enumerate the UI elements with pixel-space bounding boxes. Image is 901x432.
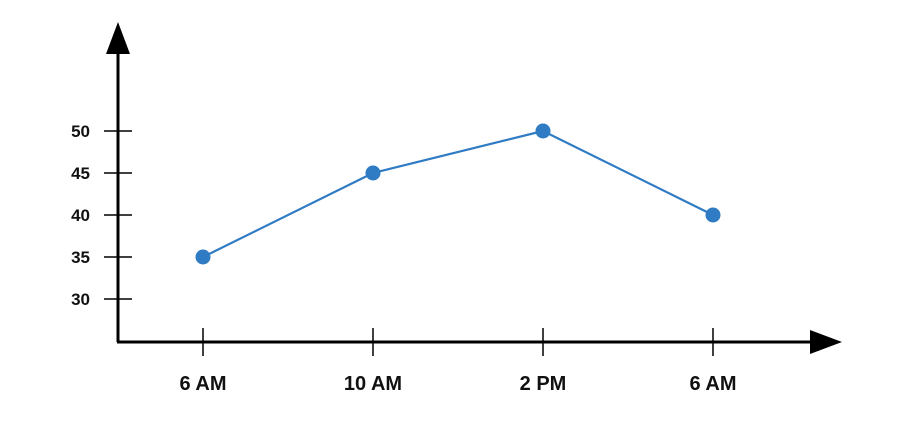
- y-tick-label: 40: [71, 206, 90, 225]
- data-point: [705, 207, 721, 223]
- y-axis-arrowhead: [106, 22, 130, 54]
- y-tick-label: 30: [71, 290, 90, 309]
- x-tick-label: 2 PM: [520, 373, 567, 395]
- series: [195, 123, 721, 265]
- y-tick-label: 45: [71, 164, 90, 183]
- x-tick-label: 10 AM: [344, 373, 402, 395]
- data-point: [535, 123, 551, 139]
- data-point: [195, 249, 211, 265]
- series-line: [202, 129, 714, 258]
- ticks: 30 35 40 45 50 6 AM 10 AM 2 PM 6 AM: [71, 122, 736, 395]
- data-point: [365, 165, 381, 181]
- y-tick-label: 35: [71, 248, 90, 267]
- y-tick-label: 50: [71, 122, 90, 141]
- axes: [106, 22, 842, 354]
- x-tick-label: 6 AM: [179, 373, 226, 395]
- x-tick-label: 6 AM: [689, 373, 736, 395]
- x-axis-arrowhead: [810, 330, 842, 354]
